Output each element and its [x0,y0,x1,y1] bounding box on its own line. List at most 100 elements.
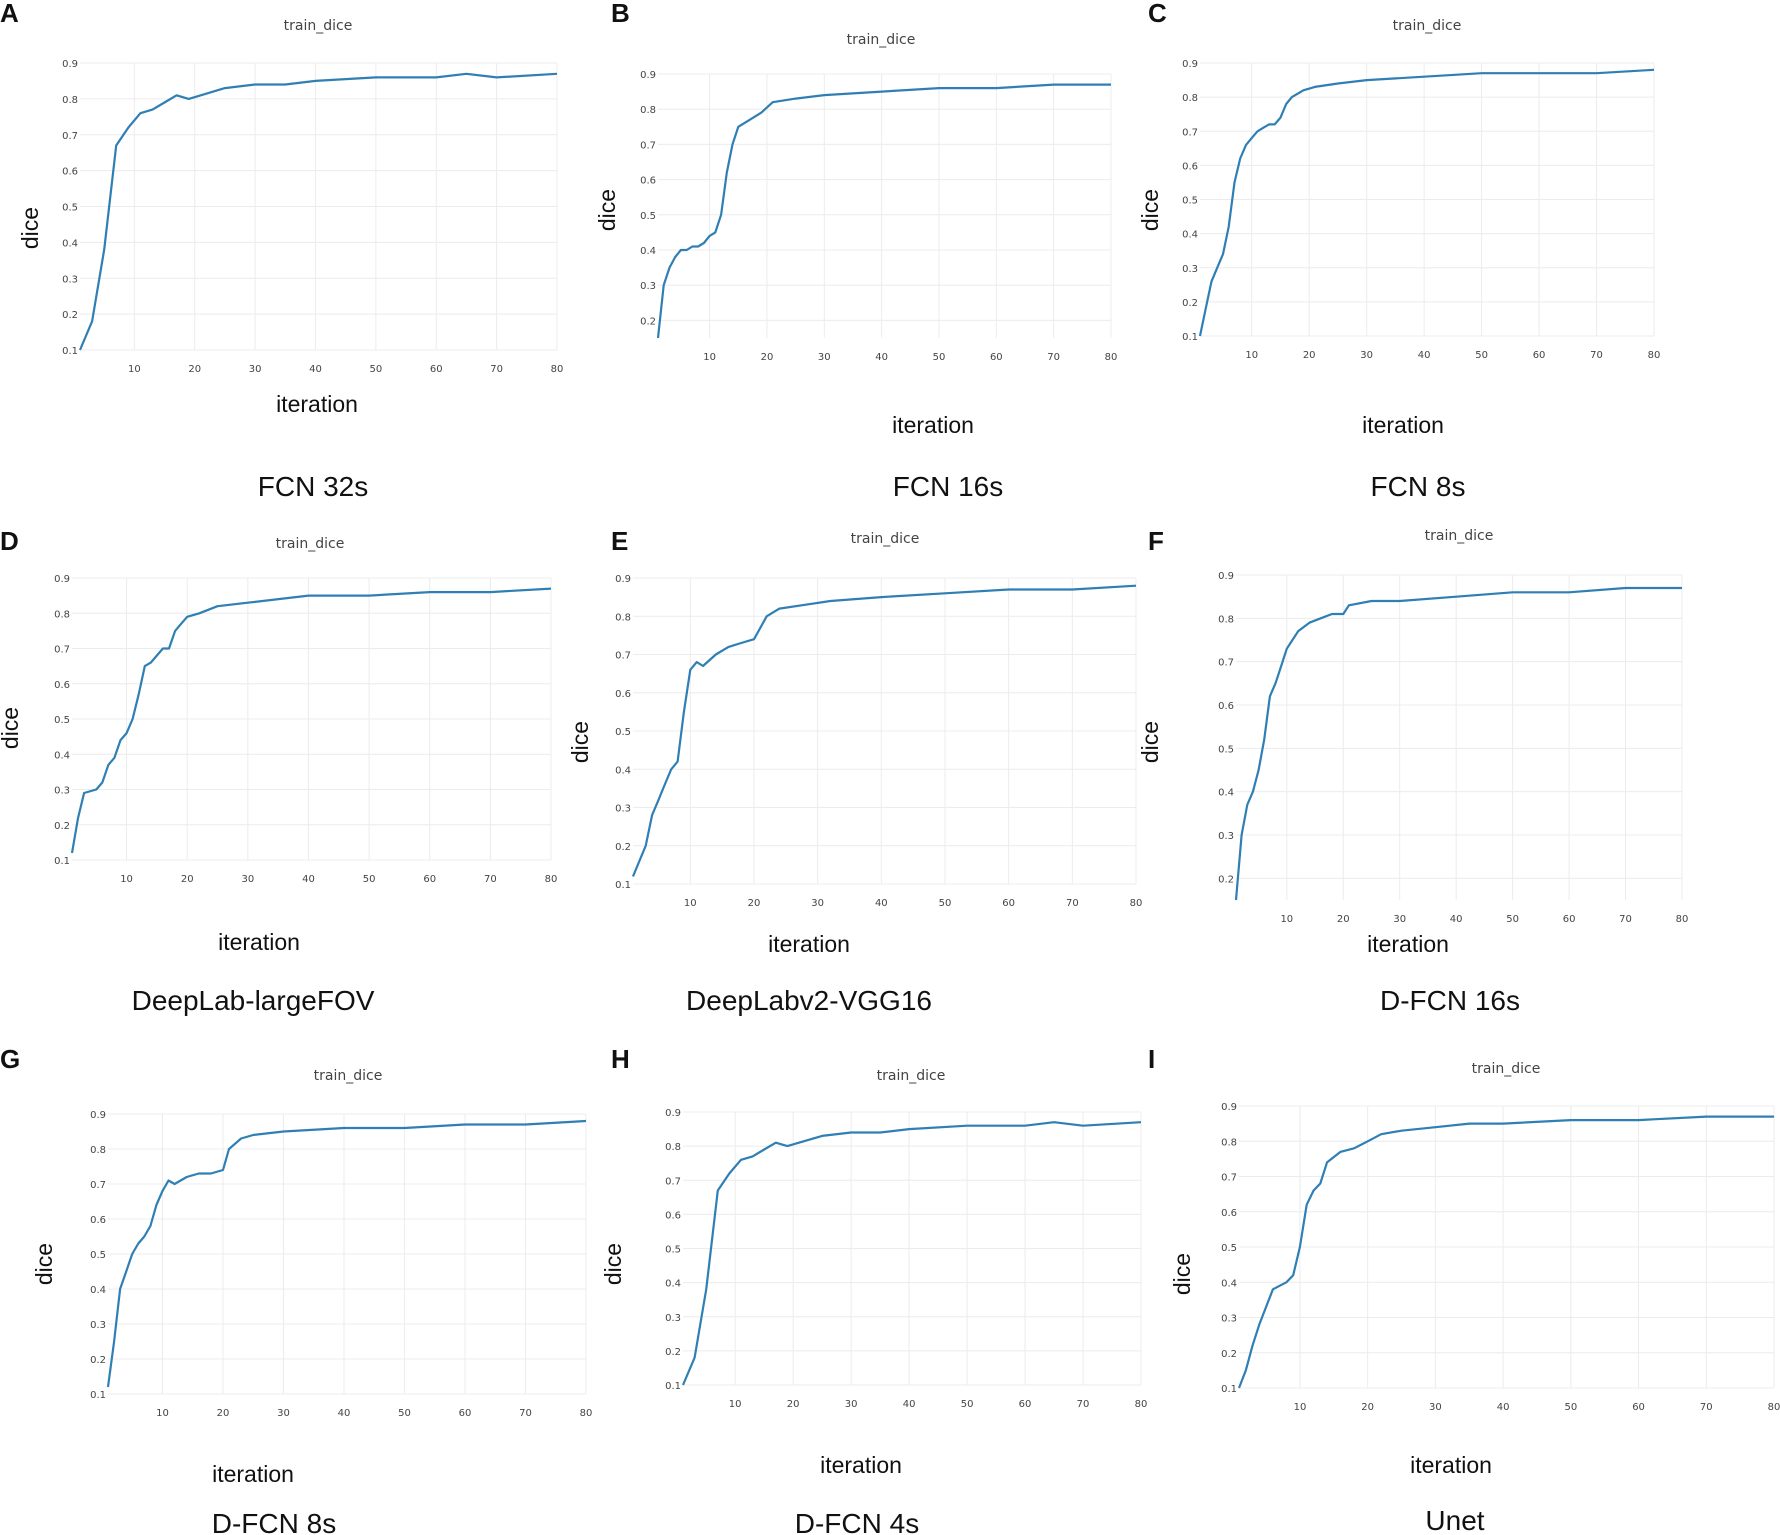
y-tick-label: 0.6 [1218,701,1234,712]
y-tick-label: 0.5 [665,1245,681,1256]
y-tick-label: 0.1 [90,1390,106,1401]
y-tick-label: 0.1 [54,856,70,867]
x-tick-label: 50 [933,352,946,363]
panel-letter: D [0,526,19,556]
chart-title: train_dice [276,536,345,552]
model-caption: FCN 8s [1371,471,1466,502]
x-tick-label: 40 [338,1408,351,1419]
y-tick-label: 0.2 [62,310,78,321]
x-tick-label: 60 [423,874,436,885]
y-tick-label: 0.5 [62,203,78,214]
y-tick-label: 0.8 [665,1142,681,1153]
y-tick-label: 0.8 [1218,614,1234,625]
x-tick-label: 20 [1303,350,1316,361]
x-tick-label: 10 [1280,914,1293,925]
y-tick-label: 0.4 [665,1279,681,1290]
y-tick-label: 0.7 [615,651,631,662]
y-axis-label: dice [17,207,43,249]
y-tick-label: 0.1 [62,346,78,357]
y-tick-label: 0.3 [1218,831,1234,842]
x-tick-label: 10 [156,1408,169,1419]
y-tick-label: 0.9 [1218,571,1234,582]
panel-letter: B [611,0,630,28]
panel-letter: A [0,0,19,28]
x-tick-label: 30 [1393,914,1406,925]
y-tick-label: 0.4 [615,765,631,776]
panel-letter: H [611,1044,630,1074]
y-tick-label: 0.2 [1182,298,1198,309]
x-tick-label: 20 [761,352,774,363]
x-tick-label: 40 [875,898,888,909]
x-tick-label: 20 [748,898,761,909]
x-tick-label: 20 [181,874,194,885]
y-tick-label: 0.2 [1221,1349,1237,1360]
y-tick-label: 0.8 [1221,1137,1237,1148]
x-tick-label: 80 [551,364,564,375]
x-tick-label: 80 [1648,350,1661,361]
y-axis-label: dice [1137,189,1163,231]
y-tick-label: 0.4 [1218,788,1234,799]
x-tick-label: 30 [818,352,831,363]
y-tick-label: 0.9 [665,1108,681,1119]
x-axis-label: iteration [1367,931,1449,957]
y-tick-label: 0.2 [1218,874,1234,885]
y-tick-label: 0.1 [1182,332,1198,343]
x-tick-label: 70 [490,364,503,375]
x-tick-label: 30 [1429,1402,1442,1413]
x-axis-label: iteration [218,929,300,955]
y-tick-label: 0.3 [90,1320,106,1331]
x-tick-label: 10 [684,898,697,909]
x-tick-label: 30 [249,364,262,375]
x-tick-label: 40 [309,364,322,375]
x-tick-label: 50 [398,1408,411,1419]
x-tick-label: 50 [369,364,382,375]
x-tick-label: 10 [1294,1402,1307,1413]
series-line-train_dice [106,1119,587,1388]
y-tick-label: 0.8 [62,95,78,106]
y-tick-label: 0.6 [62,167,78,178]
x-tick-label: 80 [545,874,558,885]
y-tick-label: 0.3 [665,1313,681,1324]
y-tick-label: 0.7 [62,131,78,142]
y-axis-label: dice [594,189,620,231]
x-tick-label: 40 [903,1399,916,1410]
x-tick-label: 80 [1135,1399,1148,1410]
series-line-train_dice [656,83,1111,339]
model-caption: D-FCN 8s [212,1508,336,1535]
series-line-train_dice [1198,68,1655,337]
x-axis-label: iteration [276,391,358,417]
chart-title: train_dice [314,1068,383,1084]
x-tick-label: 60 [1533,350,1546,361]
x-tick-label: 20 [1337,914,1350,925]
y-tick-label: 0.5 [640,211,656,222]
x-tick-label: 50 [939,898,952,909]
x-axis-label: iteration [768,931,850,957]
x-axis-label: iteration [1362,412,1444,438]
x-tick-label: 70 [519,1408,532,1419]
y-tick-label: 0.8 [1182,93,1198,104]
y-tick-label: 0.2 [665,1347,681,1358]
y-tick-label: 0.9 [640,70,656,81]
x-tick-label: 10 [703,352,716,363]
model-caption: DeepLabv2-VGG16 [686,985,932,1016]
panel-letter: I [1148,1044,1155,1074]
x-tick-label: 60 [1563,914,1576,925]
x-tick-label: 70 [1066,898,1079,909]
x-tick-label: 20 [217,1408,230,1419]
series-line-train_dice [631,584,1137,877]
y-tick-label: 0.7 [54,645,70,656]
y-tick-label: 0.3 [1182,264,1198,275]
x-axis-label: iteration [820,1452,902,1478]
y-tick-label: 0.5 [1218,744,1234,755]
y-tick-label: 0.9 [90,1110,106,1121]
chart-title: train_dice [851,531,920,547]
y-tick-label: 0.6 [54,680,70,691]
y-tick-label: 0.6 [640,176,656,187]
y-tick-label: 0.9 [1182,59,1198,70]
x-tick-label: 40 [1450,914,1463,925]
x-tick-label: 30 [811,898,824,909]
x-tick-label: 10 [120,874,133,885]
y-tick-label: 0.9 [615,574,631,585]
